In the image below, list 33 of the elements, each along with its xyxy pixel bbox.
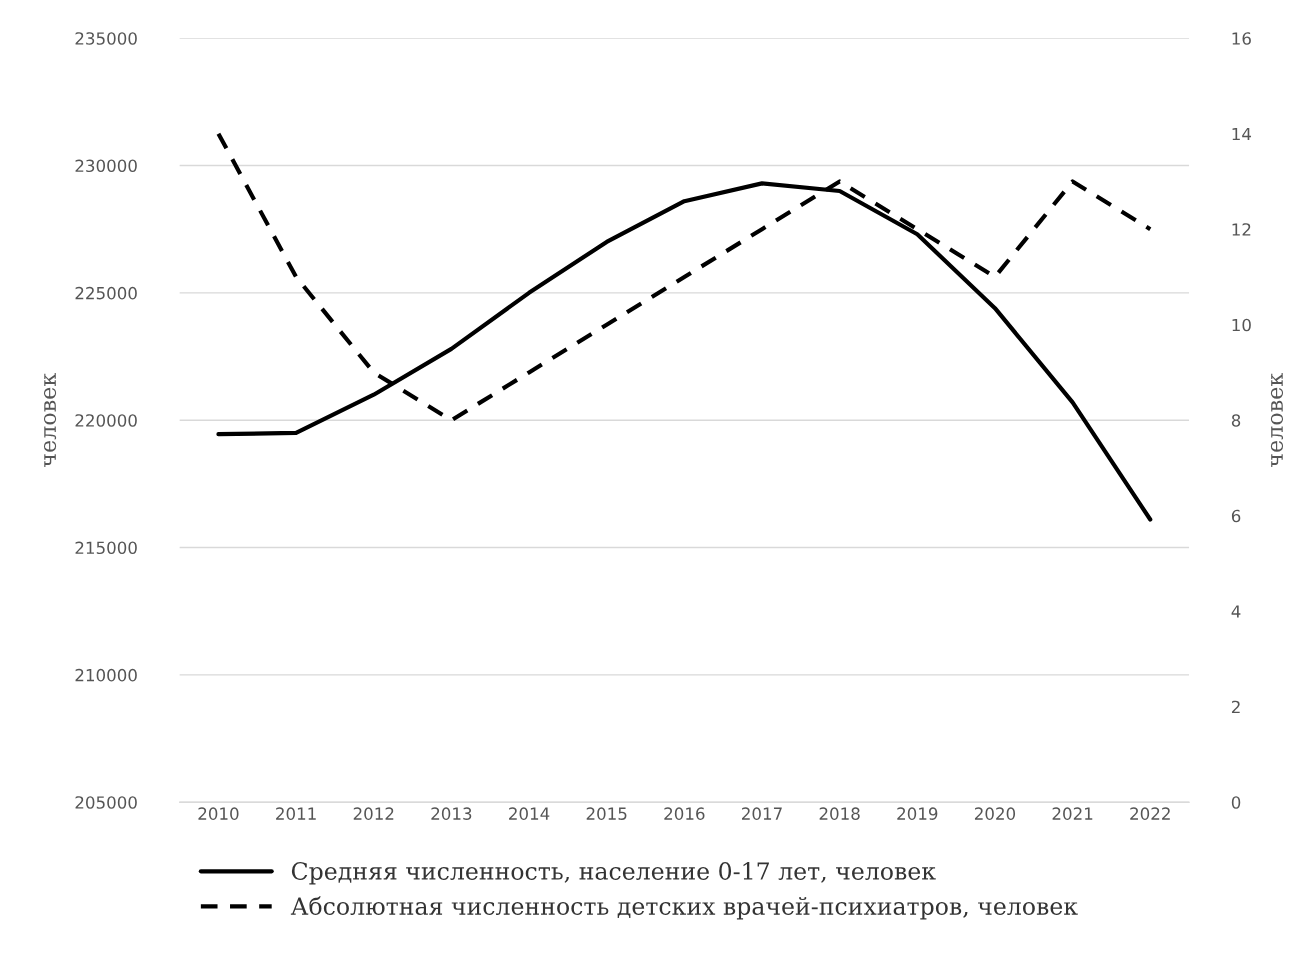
- legend-label: Средняя численность, население 0-17 лет, человек: [291, 862, 936, 885]
- y2-tick-label: 14: [1232, 127, 1252, 141]
- y2-tick-label: 10: [1232, 318, 1251, 332]
- x-tick-label: 2010: [198, 807, 239, 820]
- x-tick-label: 2014: [509, 807, 550, 820]
- x-tick-label: 2017: [742, 807, 782, 820]
- x-tick-label: 2022: [1130, 807, 1170, 820]
- y-tick-label: 210000: [75, 668, 137, 682]
- y2-tick-label: 12: [1232, 223, 1251, 236]
- y-tick-label: 215000: [75, 541, 137, 555]
- y2-tick-label: 0: [1231, 796, 1241, 809]
- y-tick-label: 205000: [75, 796, 137, 809]
- x-tick-label: 2012: [353, 807, 394, 820]
- y2-tick-label: 8: [1231, 414, 1241, 427]
- y2-tick-label: 16: [1232, 32, 1251, 45]
- y2-tick-label: 2: [1231, 700, 1240, 714]
- y-tick-label: 235000: [75, 32, 137, 45]
- y2-tick-label: 6: [1231, 509, 1241, 523]
- x-tick-label: 2015: [586, 807, 627, 820]
- x-tick-label: 2020: [974, 807, 1016, 820]
- legend-label: Абсолютная численность детских врачей-психиатров, человек: [290, 896, 1078, 920]
- x-tick-label: 2018: [819, 807, 860, 820]
- x-tick-label: 2019: [897, 807, 938, 820]
- x-tick-label: 2021: [1052, 807, 1093, 820]
- x-tick-label: 2011: [276, 807, 316, 820]
- y2-tick-label: 4: [1231, 605, 1241, 618]
- x-tick-label: 2016: [664, 807, 705, 820]
- x-tick-label: 2013: [431, 807, 472, 820]
- y-axis-title: человек: [43, 373, 57, 467]
- y2-axis-title: человек: [1270, 373, 1284, 467]
- y-tick-label: 230000: [75, 159, 137, 173]
- y-tick-label: 220000: [75, 414, 137, 427]
- y-tick-label: 225000: [75, 286, 137, 300]
